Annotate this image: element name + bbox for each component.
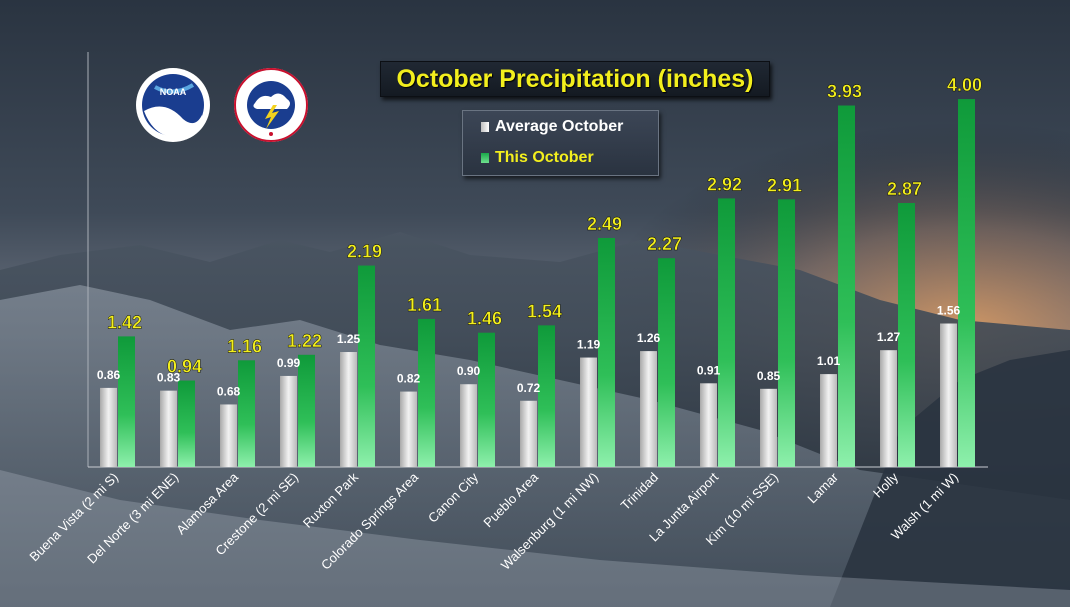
- chart-title-box: October Precipitation (inches): [380, 61, 770, 97]
- x-tick-label-12: Lamar: [804, 469, 841, 506]
- x-tick-label-7: Pueblo Area: [480, 469, 541, 530]
- x-tick-label-5: Colorado Springs Area: [318, 469, 422, 573]
- bar-average-13: [880, 350, 897, 467]
- x-tick-label-13: Holly: [870, 469, 901, 500]
- bar-average-1: [160, 390, 177, 467]
- label-this-2: 1.16: [227, 336, 262, 356]
- bar-average-4: [340, 352, 357, 467]
- bar-this-7: [538, 325, 555, 467]
- bar-this-12: [838, 105, 855, 467]
- bar-average-5: [400, 391, 417, 467]
- label-this-8: 2.49: [587, 214, 622, 234]
- label-this-4: 2.19: [347, 242, 382, 262]
- bar-average-9: [640, 351, 657, 467]
- nws-logo-icon: [234, 68, 308, 142]
- legend-label-average: Average October: [495, 118, 624, 135]
- bar-this-14: [958, 99, 975, 467]
- legend-swatch-average: [481, 122, 489, 132]
- bar-this-4: [358, 265, 375, 467]
- label-average-7: 0.72: [517, 381, 541, 395]
- label-this-13: 2.87: [887, 179, 922, 199]
- bar-this-6: [478, 332, 495, 467]
- x-tick-label-8: Walsenburg (1 mi NW): [498, 470, 601, 573]
- bar-average-0: [100, 387, 117, 467]
- bar-average-7: [520, 400, 537, 467]
- label-average-0: 0.86: [97, 368, 121, 382]
- bar-this-1: [178, 380, 195, 467]
- legend-item-this: This October: [481, 147, 594, 169]
- x-tick-label-2: Alamosa Area: [173, 469, 241, 537]
- bar-this-9: [658, 258, 675, 467]
- label-average-4: 1.25: [337, 332, 361, 346]
- label-average-6: 0.90: [457, 364, 481, 378]
- bar-average-8: [580, 357, 597, 467]
- label-average-8: 1.19: [577, 338, 601, 352]
- label-this-0: 1.42: [107, 312, 142, 332]
- label-this-11: 2.91: [767, 175, 802, 195]
- label-this-9: 2.27: [647, 234, 682, 254]
- label-average-1: 0.83: [157, 371, 181, 385]
- svg-text:NOAA: NOAA: [160, 87, 187, 97]
- legend-item-average: Average October: [481, 116, 623, 138]
- bar-this-13: [898, 203, 915, 467]
- bar-average-14: [940, 323, 957, 467]
- legend-swatch-this: [481, 153, 489, 163]
- label-this-1: 0.94: [167, 357, 202, 377]
- label-this-5: 1.61: [407, 295, 442, 315]
- x-tick-label-4: Ruxton Park: [300, 469, 362, 531]
- bar-this-10: [718, 198, 735, 467]
- bar-average-12: [820, 374, 837, 467]
- bar-average-3: [280, 375, 297, 467]
- legend-label-this: This October: [495, 149, 594, 166]
- label-this-12: 3.93: [827, 82, 862, 102]
- label-average-3: 0.99: [277, 356, 301, 370]
- bar-average-6: [460, 384, 477, 467]
- label-average-14: 1.56: [937, 304, 961, 318]
- bar-this-3: [298, 354, 315, 467]
- label-this-3: 1.22: [287, 331, 322, 351]
- bar-this-0: [118, 336, 135, 467]
- legend: Average October This October: [462, 110, 659, 176]
- bar-average-10: [700, 383, 717, 467]
- noaa-logo-icon: NOAA: [136, 68, 210, 142]
- bar-this-8: [598, 237, 615, 467]
- bar-this-2: [238, 360, 255, 467]
- label-average-12: 1.01: [817, 354, 841, 368]
- bar-average-11: [760, 388, 777, 467]
- label-this-6: 1.46: [467, 309, 502, 329]
- label-average-10: 0.91: [697, 363, 721, 377]
- label-average-5: 0.82: [397, 372, 421, 386]
- label-this-10: 2.92: [707, 174, 742, 194]
- bar-this-5: [418, 318, 435, 467]
- label-this-7: 1.54: [527, 301, 562, 321]
- label-average-9: 1.26: [637, 331, 661, 345]
- bar-average-2: [220, 404, 237, 467]
- x-tick-label-6: Canon City: [425, 469, 481, 525]
- x-tick-label-9: Trinidad: [618, 470, 661, 513]
- label-average-11: 0.85: [757, 369, 781, 383]
- label-average-13: 1.27: [877, 330, 901, 344]
- label-this-14: 4.00: [947, 75, 982, 95]
- label-average-2: 0.68: [217, 384, 241, 398]
- bar-this-11: [778, 199, 795, 467]
- chart-title: October Precipitation (inches): [396, 64, 754, 93]
